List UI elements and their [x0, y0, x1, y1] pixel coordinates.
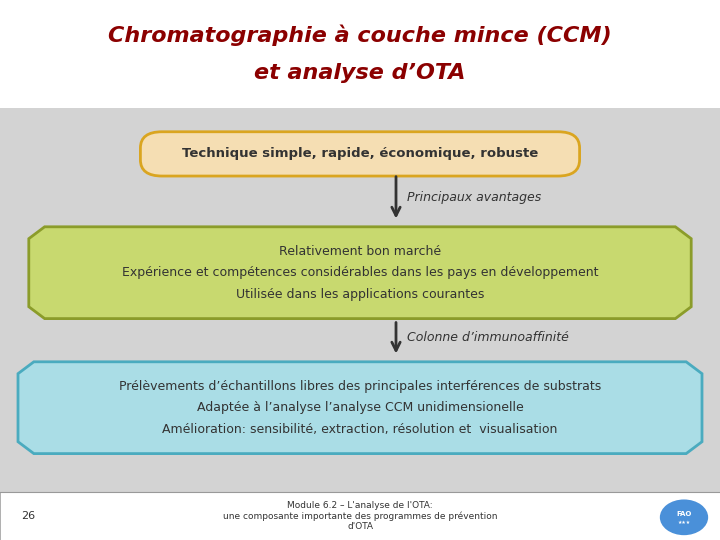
FancyBboxPatch shape	[0, 492, 720, 540]
Text: Amélioration: sensibilité, extraction, résolution et  visualisation: Amélioration: sensibilité, extraction, r…	[162, 423, 558, 436]
Text: Colonne d’immunoaffinité: Colonne d’immunoaffinité	[407, 331, 569, 344]
Text: Principaux avantages: Principaux avantages	[407, 191, 541, 204]
Text: Prélèvements d’échantillons libres des principales interférences de substrats: Prélèvements d’échantillons libres des p…	[119, 380, 601, 393]
Text: FAO: FAO	[676, 511, 692, 517]
Text: Utilisée dans les applications courantes: Utilisée dans les applications courantes	[236, 288, 484, 301]
Text: Module 6.2 – L'analyse de l'OTA:
une composante importante des programmes de pré: Module 6.2 – L'analyse de l'OTA: une com…	[222, 501, 498, 531]
FancyBboxPatch shape	[140, 132, 580, 176]
FancyBboxPatch shape	[22, 111, 698, 491]
Text: Chromatographie à couche mince (CCM): Chromatographie à couche mince (CCM)	[108, 24, 612, 46]
Text: Relativement bon marché: Relativement bon marché	[279, 245, 441, 258]
Text: Technique simple, rapide, économique, robuste: Technique simple, rapide, économique, ro…	[182, 147, 538, 160]
Text: 26: 26	[22, 511, 36, 521]
Text: et analyse d’OTA: et analyse d’OTA	[254, 63, 466, 83]
Text: Expérience et compétences considérables dans les pays en développement: Expérience et compétences considérables …	[122, 266, 598, 279]
FancyBboxPatch shape	[0, 0, 720, 108]
Polygon shape	[18, 362, 702, 454]
Circle shape	[659, 498, 709, 536]
Polygon shape	[29, 227, 691, 319]
Text: Adaptée à l’analyse l’analyse CCM unidimensionelle: Adaptée à l’analyse l’analyse CCM unidim…	[197, 401, 523, 414]
Text: ★★★: ★★★	[678, 520, 690, 525]
